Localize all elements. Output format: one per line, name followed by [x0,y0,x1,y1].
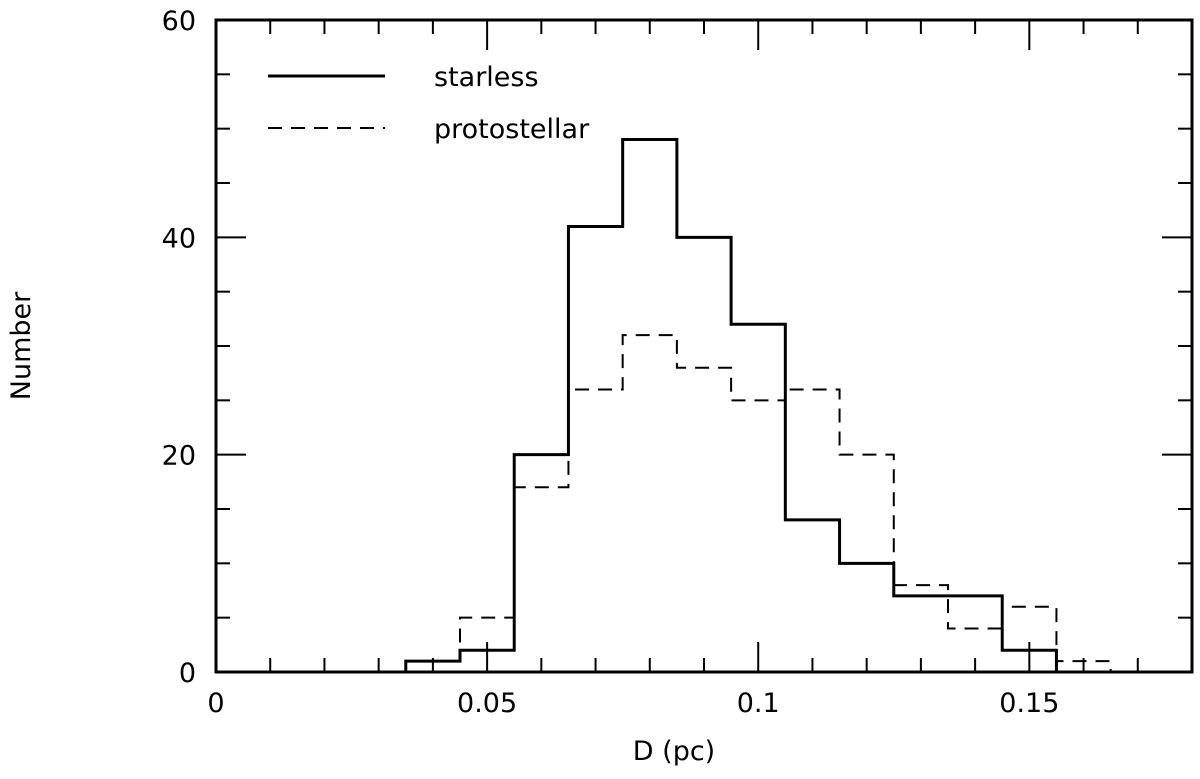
plot-frame [214,18,1194,674]
y-axis-label: Number [6,291,37,400]
x-tick-label: 0.15 [999,688,1059,719]
y-tick-label: 0 [179,658,196,689]
y-tick-label: 60 [162,6,196,37]
legend-label-starless: starless [434,62,539,93]
x-tick-label: 0.1 [737,688,780,719]
y-tick-label: 40 [162,223,196,254]
x-axis-label: D (pc) [633,736,715,767]
x-tick-label: 0.05 [457,688,517,719]
series-starless [351,138,1111,674]
legend-label-protostellar: protostellar [434,114,590,145]
series-protostellar [351,334,1112,673]
y-tick-label: 20 [162,441,196,472]
x-tick-label: 0 [207,688,224,719]
